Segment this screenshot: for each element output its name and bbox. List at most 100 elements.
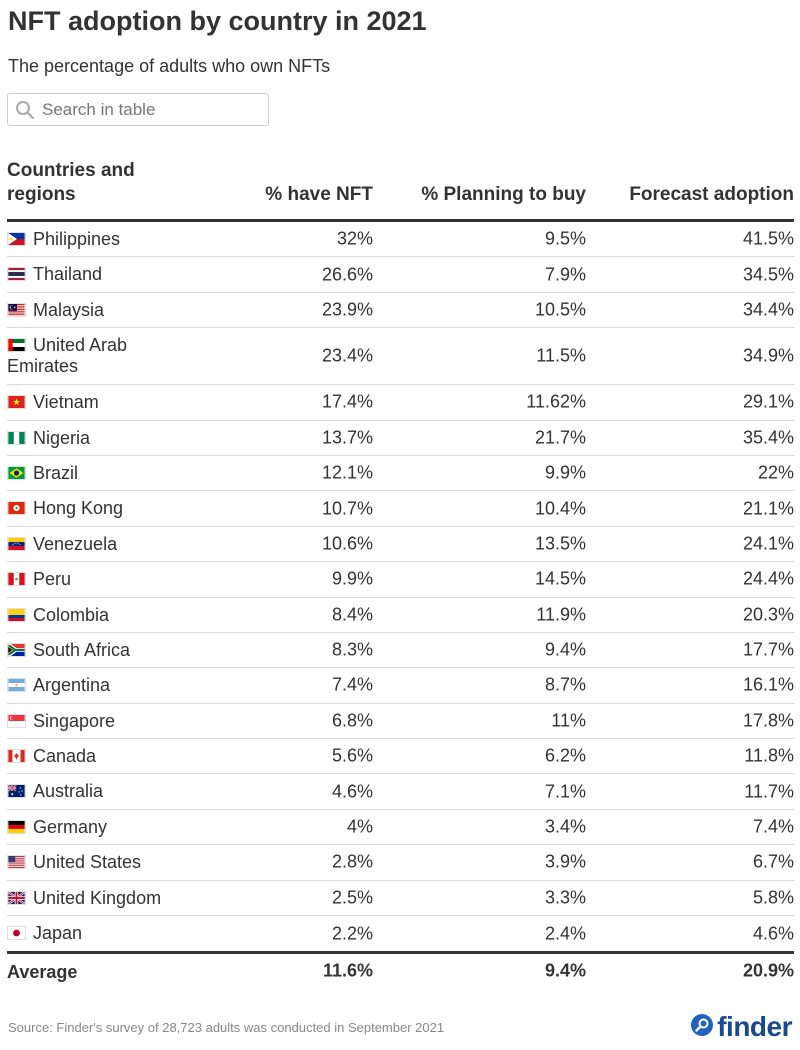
country-name: Australia bbox=[33, 781, 104, 802]
forecast-cell: 29.1% bbox=[742, 391, 794, 412]
country-name: United States bbox=[33, 852, 142, 873]
average-label: Average bbox=[7, 962, 78, 983]
have-nft-cell: 8.3% bbox=[331, 639, 373, 660]
planning-cell: 9.5% bbox=[544, 228, 586, 249]
table-row: Venezuela 10.6% 13.5% 24.1% bbox=[7, 527, 794, 563]
flag-canada-icon bbox=[7, 749, 26, 764]
column-header-forecast[interactable]: Forecast adoption bbox=[629, 184, 794, 205]
country-name: Vietnam bbox=[33, 392, 99, 413]
country-cell: Japan bbox=[7, 923, 167, 944]
forecast-cell: 41.5% bbox=[742, 228, 794, 249]
have-nft-cell: 10.6% bbox=[321, 533, 373, 554]
planning-cell: 9.9% bbox=[544, 462, 586, 483]
country-cell: Thailand bbox=[7, 264, 167, 285]
planning-cell: 11.9% bbox=[536, 604, 586, 625]
table-row: Singapore 6.8% 11% 17.8% bbox=[7, 704, 794, 740]
table-row: Philippines 32% 9.5% 41.5% bbox=[7, 222, 794, 258]
page-title: NFT adoption by country in 2021 bbox=[8, 6, 427, 36]
planning-cell: 2.4% bbox=[544, 923, 586, 944]
average-planning: 9.4% bbox=[544, 960, 586, 981]
have-nft-cell: 9.9% bbox=[331, 568, 373, 589]
flag-uk-icon bbox=[7, 890, 26, 905]
finder-logo[interactable]: finder bbox=[690, 1011, 792, 1043]
planning-cell: 10.4% bbox=[534, 498, 586, 519]
forecast-cell: 24.4% bbox=[742, 568, 794, 589]
planning-cell: 3.4% bbox=[544, 816, 586, 837]
table-row: Colombia 8.4% 11.9% 20.3% bbox=[7, 598, 794, 633]
search-icon bbox=[8, 94, 42, 125]
column-header-country[interactable]: Countries and regions bbox=[7, 160, 135, 205]
have-nft-cell: 32% bbox=[336, 228, 373, 249]
planning-cell: 11% bbox=[551, 710, 586, 731]
planning-cell: 11.62% bbox=[526, 391, 586, 412]
planning-cell: 3.3% bbox=[544, 887, 586, 908]
country-cell: United Kingdom bbox=[7, 888, 167, 909]
source-note: Source: Finder's survey of 28,723 adults… bbox=[8, 1020, 445, 1035]
forecast-cell: 34.9% bbox=[742, 345, 794, 366]
have-nft-cell: 23.9% bbox=[321, 299, 373, 320]
planning-cell: 7.1% bbox=[544, 781, 586, 802]
table-search[interactable] bbox=[7, 93, 269, 126]
table-row: Canada 5.6% 6.2% 11.8% bbox=[7, 739, 794, 775]
country-cell: United States bbox=[7, 852, 167, 873]
forecast-cell: 6.7% bbox=[752, 851, 794, 872]
have-nft-cell: 6.8% bbox=[331, 710, 373, 731]
country-cell: Colombia bbox=[7, 605, 167, 626]
have-nft-cell: 8.4% bbox=[331, 604, 373, 625]
planning-cell: 9.4% bbox=[544, 639, 586, 660]
table-footer-average: Average 11.6% 9.4% 20.9% bbox=[7, 951, 794, 987]
country-cell: Argentina bbox=[7, 675, 167, 696]
have-nft-cell: 26.6% bbox=[321, 264, 373, 285]
flag-singapore-icon bbox=[7, 713, 26, 728]
adoption-table: Countries and regions % have NFT % Plann… bbox=[7, 160, 794, 987]
flag-southafrica-icon bbox=[7, 642, 26, 657]
have-nft-cell: 4.6% bbox=[331, 781, 373, 802]
country-cell: Canada bbox=[7, 746, 167, 767]
flag-uae-icon bbox=[7, 338, 26, 353]
country-name: United Kingdom bbox=[33, 887, 162, 908]
country-cell: Nigeria bbox=[7, 428, 167, 449]
country-name: Brazil bbox=[33, 462, 79, 483]
column-header-planning[interactable]: % Planning to buy bbox=[421, 184, 586, 205]
column-header-have-nft[interactable]: % have NFT bbox=[265, 184, 373, 205]
flag-japan-icon bbox=[7, 926, 26, 941]
country-cell: Germany bbox=[7, 817, 167, 838]
country-cell: Philippines bbox=[7, 229, 167, 250]
flag-vietnam-icon bbox=[7, 395, 26, 410]
have-nft-cell: 2.2% bbox=[331, 923, 373, 944]
flag-malaysia-icon bbox=[7, 302, 26, 317]
forecast-cell: 4.6% bbox=[752, 923, 794, 944]
forecast-cell: 7.4% bbox=[752, 816, 794, 837]
forecast-cell: 34.4% bbox=[742, 299, 794, 320]
forecast-cell: 17.7% bbox=[742, 639, 794, 660]
forecast-cell: 17.8% bbox=[742, 710, 794, 731]
country-cell: Venezuela bbox=[7, 534, 167, 555]
forecast-cell: 16.1% bbox=[742, 674, 794, 695]
flag-usa-icon bbox=[7, 855, 26, 870]
forecast-cell: 21.1% bbox=[742, 498, 794, 519]
have-nft-cell: 23.4% bbox=[321, 345, 373, 366]
country-name: Germany bbox=[33, 816, 108, 837]
country-name: Venezuela bbox=[33, 533, 118, 554]
planning-cell: 3.9% bbox=[544, 851, 586, 872]
finder-logo-text: finder bbox=[717, 1011, 792, 1042]
country-name: Argentina bbox=[33, 675, 111, 696]
planning-cell: 8.7% bbox=[544, 674, 586, 695]
country-cell: Australia bbox=[7, 781, 167, 802]
country-name: Hong Kong bbox=[33, 498, 124, 519]
forecast-cell: 11.7% bbox=[744, 781, 794, 802]
forecast-cell: 20.3% bbox=[742, 604, 794, 625]
forecast-cell: 5.8% bbox=[752, 887, 794, 908]
country-cell: Malaysia bbox=[7, 300, 167, 321]
country-cell: Hong Kong bbox=[7, 498, 167, 519]
average-have-nft: 11.6% bbox=[322, 960, 373, 981]
country-name: Thailand bbox=[33, 264, 103, 285]
table-row: Hong Kong 10.7% 10.4% 21.1% bbox=[7, 491, 794, 527]
have-nft-cell: 4% bbox=[346, 816, 373, 837]
table-row: United Arab Emirates 23.4% 11.5% 34.9% bbox=[7, 328, 794, 386]
table-body: Philippines 32% 9.5% 41.5% Thailand 26.6% 7.9%… bbox=[7, 222, 794, 951]
search-input[interactable] bbox=[42, 99, 262, 120]
forecast-cell: 35.4% bbox=[742, 427, 794, 448]
country-name: United Arab Emirates bbox=[7, 335, 128, 377]
planning-cell: 6.2% bbox=[544, 745, 586, 766]
